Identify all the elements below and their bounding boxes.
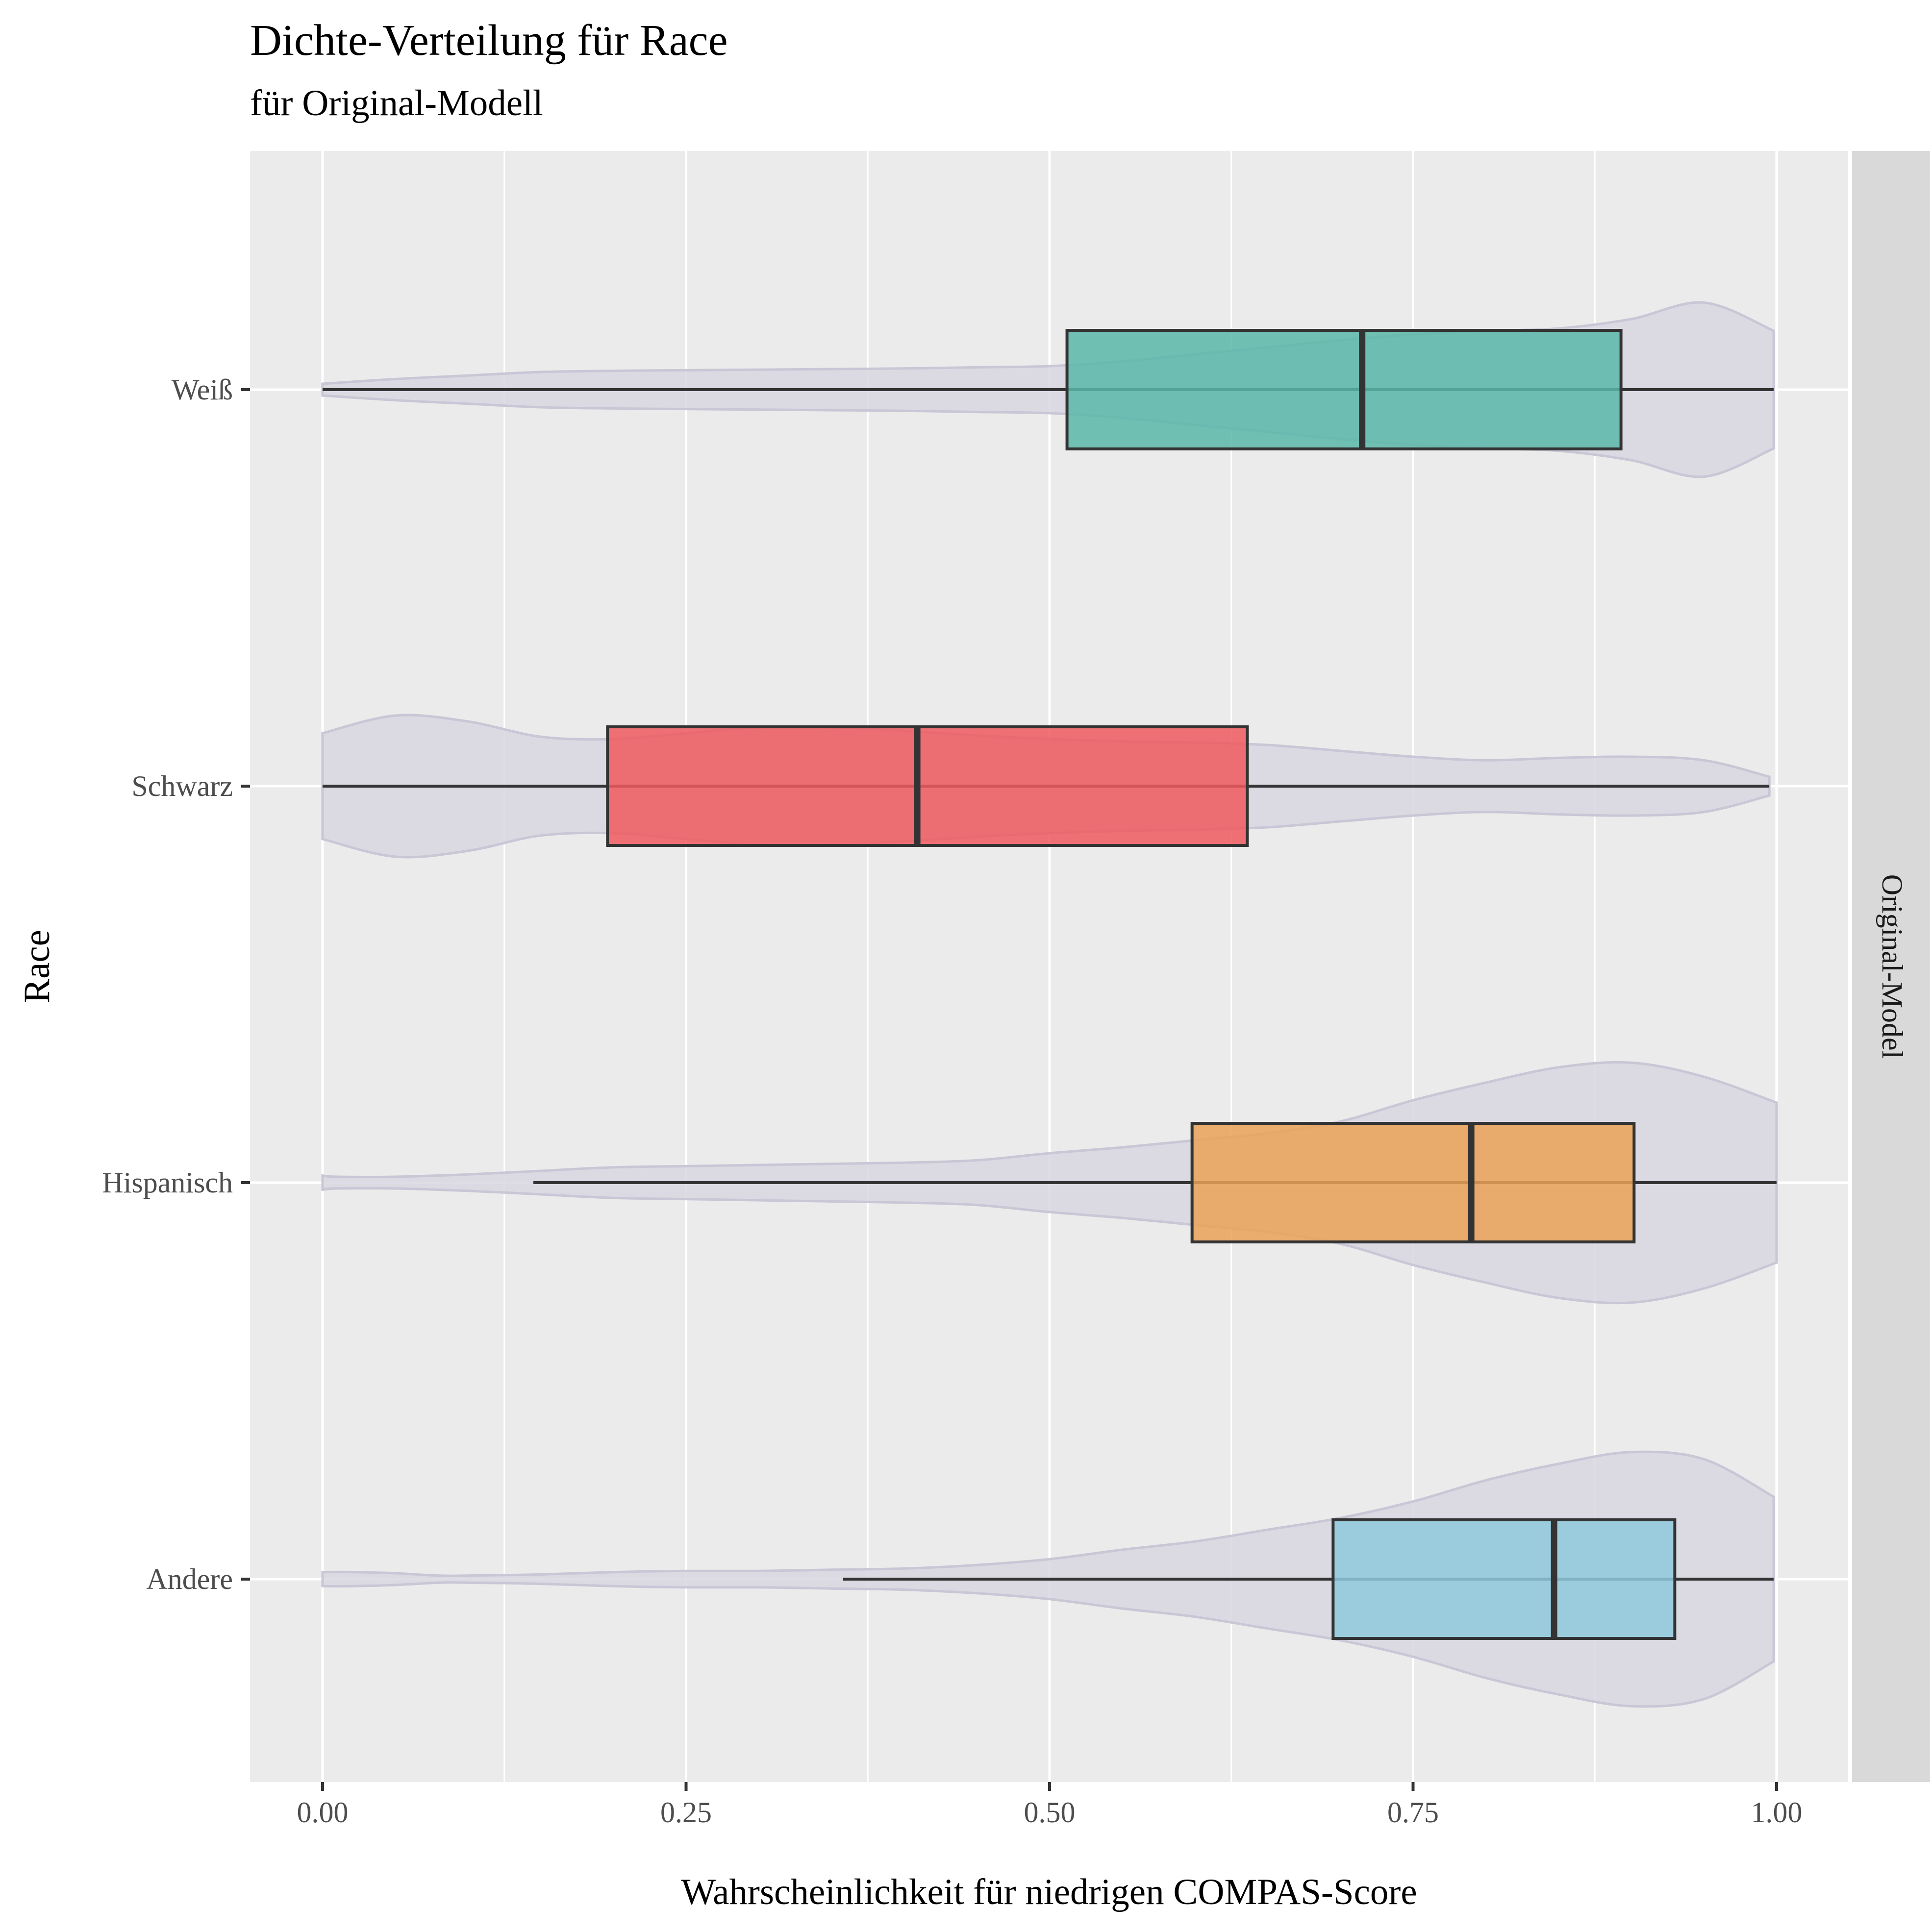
boxplot-layer [323, 329, 1777, 1640]
x-tick-label: 0.50 [1024, 1796, 1076, 1829]
y-tick-label: Hispanisch [102, 1166, 233, 1199]
x-tick-label: 0.00 [297, 1796, 349, 1829]
box-andere [1331, 1518, 1677, 1640]
x-tick-label: 0.75 [1387, 1796, 1439, 1829]
facet-strip-label: Original-Model [1876, 874, 1908, 1059]
box-weiß [1065, 329, 1623, 450]
box-hispanisch [1190, 1122, 1636, 1243]
y-tick-label: Weiß [172, 373, 233, 406]
chart-title: Dichte-Verteilung für Race [250, 16, 728, 65]
y-tick-label: Schwarz [131, 770, 233, 802]
y-axis-title: Race [17, 930, 57, 1003]
box-schwarz [606, 725, 1249, 847]
x-tick-label: 0.25 [660, 1796, 712, 1829]
y-axis: Weiß Schwarz Hispanisch Andere [102, 373, 250, 1595]
x-axis: 0.00 0.25 0.50 0.75 1.00 [297, 1782, 1803, 1829]
y-tick-label: Andere [146, 1563, 233, 1595]
facet-strip [1852, 151, 1930, 1782]
chart-subtitle: für Original-Modell [250, 83, 543, 124]
x-tick-label: 1.00 [1751, 1796, 1803, 1829]
x-axis-title: Wahrscheinlichkeit für niedrigen COMPAS-… [681, 1872, 1417, 1912]
